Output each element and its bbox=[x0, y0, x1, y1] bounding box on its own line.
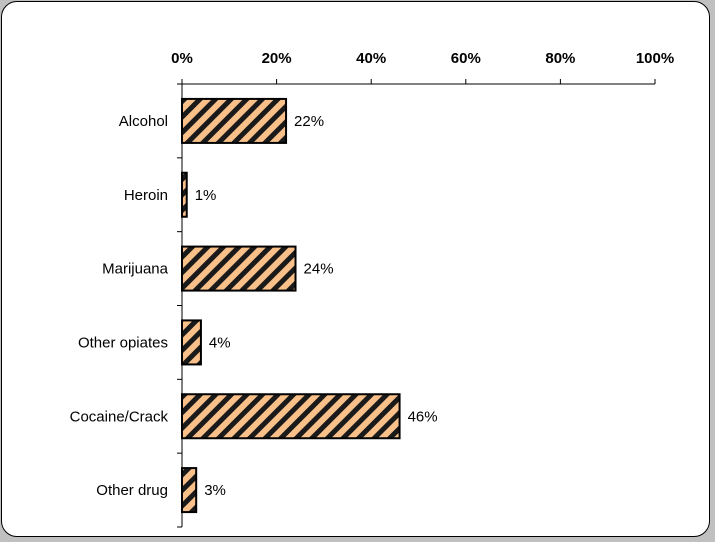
category-label: Other opiates bbox=[78, 334, 168, 351]
bar-other-drug bbox=[181, 467, 198, 514]
data-label: 46% bbox=[408, 408, 438, 425]
category-label: Alcohol bbox=[119, 113, 168, 130]
data-label: 24% bbox=[304, 261, 334, 278]
x-tick-label: 100% bbox=[636, 50, 674, 67]
bar-marijuana bbox=[181, 245, 297, 292]
x-tick-label: 60% bbox=[451, 50, 481, 67]
data-label: 4% bbox=[209, 334, 231, 351]
labels: 0% 20% 40% 60% 80% 100% Alcohol 22% Heroin 1% Mari… bbox=[70, 50, 675, 499]
data-label: 1% bbox=[195, 187, 217, 204]
category-label: Other drug bbox=[96, 482, 168, 499]
bar-alcohol bbox=[181, 97, 288, 144]
x-tick-label: 0% bbox=[171, 50, 193, 67]
category-label: Heroin bbox=[124, 187, 168, 204]
bar-heroin bbox=[181, 171, 188, 218]
bar-other-opiates bbox=[181, 319, 202, 366]
bar-cocaine-crack bbox=[181, 393, 401, 440]
data-label: 3% bbox=[204, 482, 226, 499]
axes bbox=[177, 79, 656, 528]
x-tick-label: 20% bbox=[262, 50, 292, 67]
bars bbox=[181, 97, 401, 514]
x-tick-label: 40% bbox=[356, 50, 386, 67]
x-tick-label: 80% bbox=[545, 50, 575, 67]
category-label: Cocaine/Crack bbox=[70, 408, 169, 425]
category-label: Marijuana bbox=[102, 261, 169, 278]
data-label: 22% bbox=[294, 113, 324, 130]
